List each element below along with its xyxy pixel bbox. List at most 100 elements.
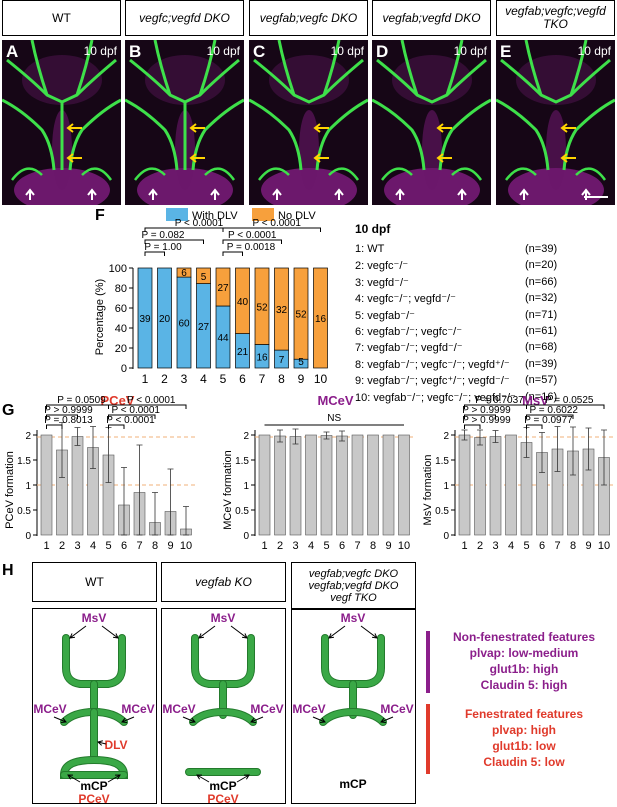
- fen-claudin: Claudin 5: low: [483, 755, 565, 769]
- error-bar: [492, 430, 499, 443]
- key-count: (n=57): [525, 374, 558, 387]
- dpf-label: 10 dpf: [83, 44, 117, 58]
- p-value-label: P < 0.0001: [127, 395, 176, 406]
- bar: [71, 436, 84, 536]
- p-value-label: P > 0.9999: [462, 415, 511, 426]
- error-bar: [59, 422, 65, 478]
- nonfen-glut1b: glut1b: high: [489, 662, 559, 676]
- vessel-path: [134, 167, 166, 181]
- msv-label: MsV: [82, 611, 107, 625]
- vessel-path: [198, 40, 217, 96]
- tissue-blob: [392, 55, 472, 105]
- bar: [258, 434, 271, 536]
- key-genotype: 9: vegfab⁻/⁻; vegfc⁺/⁻; vegfd⁻/⁻: [355, 375, 510, 388]
- p-value-label: P = 0.0509: [57, 395, 106, 406]
- h-header-label: vegfab KO: [195, 574, 252, 589]
- header-label: WT: [52, 10, 71, 25]
- x-tick-label: 2: [161, 372, 168, 385]
- y-tick-label: 60: [115, 303, 127, 315]
- significance-bracket: [144, 239, 204, 244]
- yellow-arrow-icon: [189, 153, 205, 163]
- bar: [505, 434, 517, 536]
- y-tick-label: 2: [25, 431, 31, 442]
- y-tick-label: 100: [109, 263, 127, 275]
- mcev-label: MCeV: [33, 702, 66, 716]
- bar: [474, 437, 486, 536]
- significance-bracket: [144, 251, 165, 256]
- x-tick-label: 6: [339, 540, 345, 552]
- white-arrow-icon: [272, 188, 282, 200]
- error-bar: [554, 426, 561, 472]
- bar-label-nodlv: 6: [181, 268, 187, 279]
- bar-label-with: 60: [178, 319, 190, 330]
- h-header-label: vegfab;vegfc DKO vegfab;vegfd DKO vegf T…: [308, 568, 399, 604]
- x-tick-label: 3: [292, 540, 298, 552]
- bar-no-dlv: [274, 267, 289, 351]
- p-value-label: P = 0.0525: [545, 395, 594, 406]
- x-tick-label: 2: [277, 540, 283, 552]
- vessel-path: [249, 98, 303, 171]
- error-bar: [292, 428, 299, 445]
- error-bar: [167, 468, 174, 536]
- bar-no-dlv: [235, 267, 250, 334]
- white-arrow-icon: [581, 188, 591, 200]
- pointer-arrow-icon: [312, 716, 326, 724]
- significance-bracket: [222, 251, 243, 256]
- y-axis-label: Percentage (%): [94, 279, 106, 355]
- error-bar: [136, 444, 143, 536]
- fen-bar: [426, 704, 430, 774]
- bar-with-dlv: [137, 267, 153, 369]
- bar: [274, 435, 286, 536]
- msv-label: MsV: [211, 611, 236, 625]
- vessel-path: [68, 98, 121, 171]
- x-tick-label: 7: [136, 540, 142, 552]
- significance-bracket: [108, 414, 156, 419]
- error-bar: [539, 432, 545, 473]
- x-tick-label: 4: [308, 540, 314, 552]
- x-tick-label: 10: [314, 372, 328, 385]
- micrograph-e: E 10 dpf: [496, 40, 615, 205]
- key-genotype: 1: WT: [355, 243, 385, 255]
- tissue-blob: [516, 55, 596, 105]
- x-tick-label: 10: [398, 540, 410, 552]
- yellow-arrow-icon: [66, 123, 82, 133]
- fen-plvap: plvap: high: [492, 723, 556, 737]
- white-arrow-icon: [334, 188, 344, 200]
- bar-label-with: 21: [237, 347, 249, 358]
- x-tick-label: 7: [354, 540, 360, 552]
- dlv-label: DLV: [104, 738, 127, 752]
- vessel-path: [2, 98, 56, 171]
- mcev-vessel: [190, 708, 256, 725]
- h-header-vegfab-ko: vegfab KO: [161, 562, 286, 602]
- h-header-label: WT: [85, 574, 104, 589]
- tissue-blob: [299, 110, 319, 190]
- header-vegfc-vegfd-dko: vegfc;vegfd DKO: [125, 0, 244, 36]
- tissue-blob: [22, 55, 102, 105]
- nonfen-bar: [426, 631, 430, 693]
- panel-letter: A: [6, 42, 19, 61]
- key-genotype: 10: vegfab⁻/⁻; vegfc⁻/⁻; vegfd⁻/⁻: [355, 391, 516, 404]
- vessel-path: [258, 167, 290, 181]
- y-tick-label: 0: [25, 531, 31, 542]
- y-tick-label: 80: [115, 283, 127, 295]
- y-tick-label: 20: [115, 343, 127, 355]
- vessel-path: [277, 40, 296, 96]
- vessel-path: [253, 58, 364, 104]
- vessel-path: [575, 167, 607, 181]
- y-tick-label: 1: [25, 481, 31, 492]
- vessel-path: [445, 40, 464, 96]
- y-tick-label: 0.5: [435, 506, 449, 517]
- significance-bracket: [222, 239, 282, 244]
- panel-h-label: H: [2, 562, 14, 579]
- x-tick-label: 8: [370, 540, 376, 552]
- error-bar: [461, 429, 468, 441]
- dpf-label: 10 dpf: [453, 44, 487, 58]
- x-tick-label: 5: [323, 540, 329, 552]
- vessel-path: [328, 167, 360, 181]
- mcev-label: MCeV: [380, 702, 413, 716]
- mcp-label: mCP: [339, 777, 366, 791]
- bar: [382, 434, 395, 536]
- panel-f-label: F: [95, 207, 105, 224]
